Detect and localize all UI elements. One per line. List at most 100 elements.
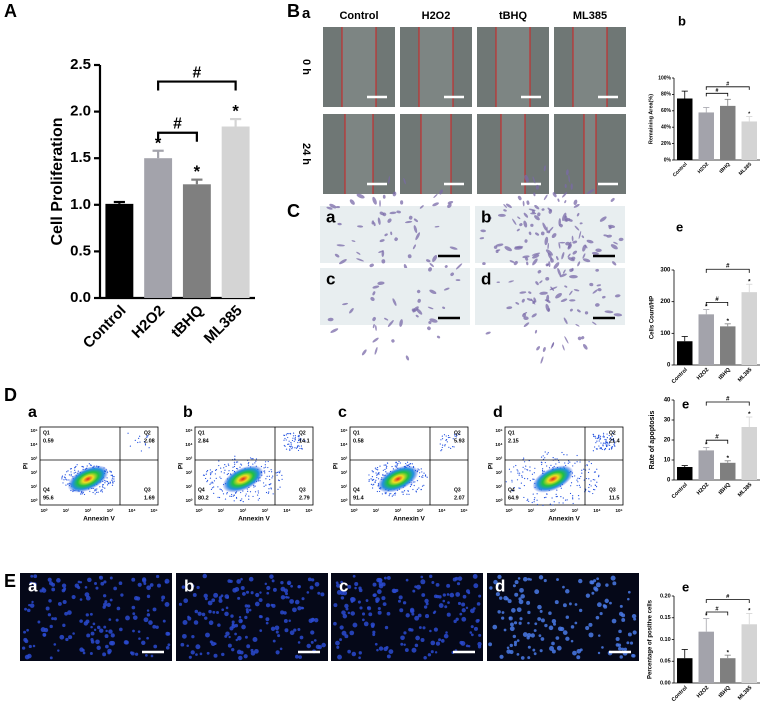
bar [741, 121, 757, 160]
cell [503, 204, 508, 208]
cell [405, 355, 410, 361]
event [292, 432, 295, 434]
quadrant-value: 80.2 [198, 495, 209, 501]
wound-gap [345, 114, 373, 194]
event [394, 492, 396, 495]
cell [514, 245, 524, 249]
nucleus [446, 593, 450, 596]
event [605, 441, 607, 444]
nucleus [84, 592, 90, 597]
nucleus [164, 580, 168, 584]
nucleus [562, 630, 568, 635]
nucleus [596, 602, 602, 608]
nucleus [349, 630, 355, 636]
nucleus [420, 575, 424, 579]
nucleus [89, 612, 93, 616]
event [529, 479, 531, 482]
x-tick-label: 10¹ [218, 508, 225, 513]
cell [533, 297, 537, 303]
event [378, 490, 381, 493]
quadrant-value: 2.08 [144, 438, 155, 444]
nucleus [337, 654, 342, 660]
event [610, 447, 613, 449]
event [212, 482, 214, 484]
nucleus [386, 611, 391, 616]
nucleus [79, 598, 83, 601]
x-tick-label: 10¹ [528, 508, 535, 513]
cell [528, 208, 536, 212]
event [217, 496, 219, 498]
bar [698, 112, 714, 160]
nucleus [224, 634, 228, 638]
nucleus [402, 601, 407, 605]
event [546, 465, 548, 467]
y-tick-label: 10³ [341, 456, 348, 461]
event [508, 468, 511, 470]
nucleus [26, 608, 31, 613]
event [96, 491, 98, 493]
nucleus [56, 578, 61, 583]
x-axis-label: Annexin V [238, 516, 270, 523]
event [111, 484, 114, 486]
event [291, 439, 294, 442]
column-header: ML385 [573, 10, 607, 22]
event [372, 471, 374, 473]
nucleus [155, 574, 160, 579]
image-label: c [326, 269, 335, 288]
event [570, 485, 572, 487]
nucleus [516, 639, 520, 642]
nucleus [595, 582, 601, 588]
event [421, 471, 423, 473]
event [574, 475, 576, 477]
cell [559, 241, 566, 244]
nucleus [534, 622, 538, 626]
panel-letter: E [4, 571, 16, 591]
y-tick-label: 10⁴ [495, 442, 502, 447]
nucleus [593, 579, 597, 583]
x-axis-label: Annexin V [83, 516, 115, 523]
event [602, 444, 604, 446]
y-axis-label: Cells Count/HP [650, 296, 656, 339]
nucleus [443, 633, 449, 639]
event [407, 489, 409, 492]
event [594, 489, 596, 491]
event [576, 461, 578, 463]
event [529, 470, 531, 472]
cell [373, 222, 376, 227]
x-tick-label: tBHQ [718, 685, 733, 700]
y-tick-label: 10¹ [31, 484, 38, 489]
event [289, 445, 291, 448]
event [544, 457, 546, 459]
cell [523, 316, 529, 321]
nucleus [517, 577, 521, 580]
nucleus [527, 577, 531, 581]
cell [439, 189, 443, 195]
event [371, 475, 374, 478]
nucleus [100, 581, 105, 586]
nucleus [414, 643, 419, 648]
event [62, 482, 64, 484]
nucleus [350, 600, 354, 603]
event [226, 492, 228, 494]
cell [407, 254, 412, 259]
event [397, 462, 399, 465]
cell [412, 244, 416, 250]
event [296, 446, 298, 448]
event [266, 475, 268, 477]
bar [677, 98, 693, 160]
nucleus [96, 625, 101, 630]
nucleus [372, 630, 376, 634]
event [453, 446, 455, 448]
nucleus [49, 656, 53, 660]
event [374, 481, 376, 483]
event [612, 439, 614, 441]
bar [144, 158, 173, 298]
cell [443, 287, 450, 291]
event [272, 475, 274, 477]
event [290, 445, 292, 447]
quadrant-value: 2.07 [454, 495, 465, 501]
cell [602, 295, 606, 299]
event [401, 491, 403, 493]
event [299, 447, 301, 450]
nucleus [211, 598, 216, 603]
